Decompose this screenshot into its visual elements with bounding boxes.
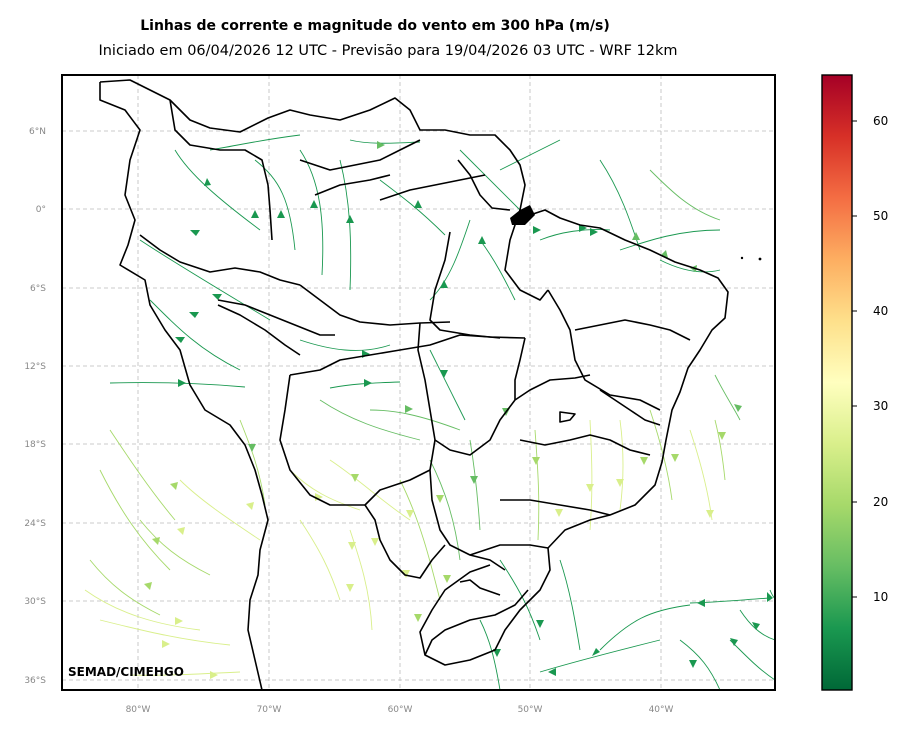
lat-label: 18°S: [24, 440, 46, 450]
colorbar-tick: 30: [873, 399, 888, 413]
gridlines: [62, 75, 775, 690]
country-borders: [99, 79, 729, 690]
colorbar-tick: 20: [873, 495, 888, 509]
lat-label: 6°N: [29, 127, 46, 137]
colorbar-tick: 40: [873, 304, 888, 318]
lon-label: 70°W: [257, 705, 282, 715]
lon-label: 60°W: [388, 705, 413, 715]
lat-label: 30°S: [24, 597, 46, 607]
lat-label: 6°S: [30, 284, 46, 294]
colorbar-tick: 10: [873, 590, 888, 604]
lat-label: 36°S: [24, 676, 46, 686]
credit-label: SEMAD/CIMEHGO: [68, 665, 184, 679]
map-subtitle: Iniciado em 06/04/2026 12 UTC - Previsão…: [98, 43, 678, 59]
map-title: Linhas de corrente e magnitude do vento …: [140, 18, 610, 34]
colorbar-tick: 60: [873, 114, 888, 128]
colorbar-tick: 50: [873, 209, 888, 223]
lat-label: 24°S: [24, 519, 46, 529]
map-frame: [61, 74, 776, 691]
lon-label: 80°W: [126, 705, 151, 715]
lon-label: 40°W: [649, 705, 674, 715]
stream-arrows: [144, 141, 773, 679]
lon-label: 50°W: [518, 705, 543, 715]
lat-label: 0°: [36, 205, 46, 215]
lat-label: 12°S: [24, 362, 46, 372]
map-area: [62, 75, 775, 690]
colorbar-ramp: [821, 74, 853, 691]
colorbar: 10 20 30 40 50 60: [821, 74, 888, 691]
islands: [510, 205, 762, 261]
